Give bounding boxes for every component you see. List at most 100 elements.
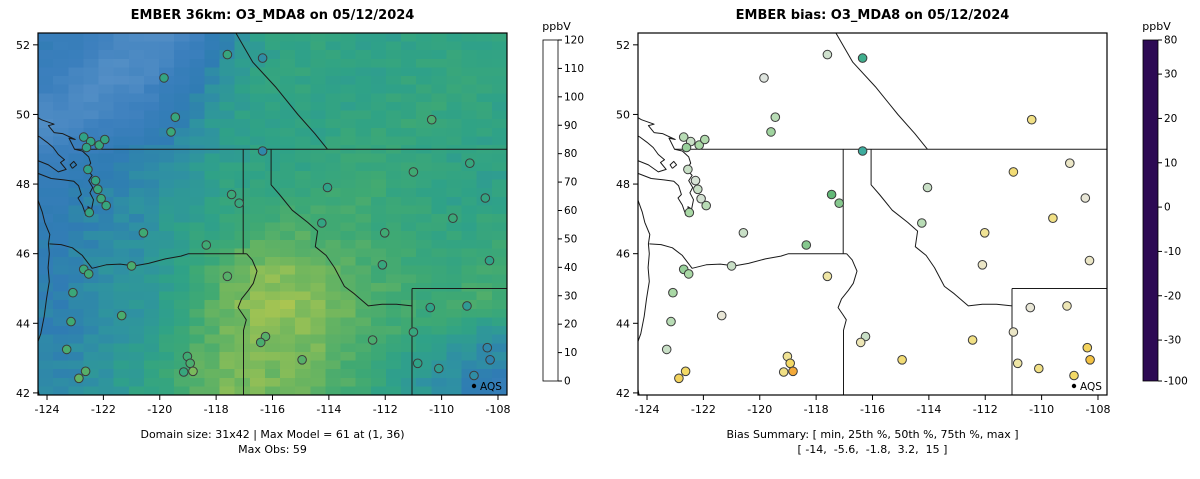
station-marker — [726, 261, 737, 271]
station-marker — [482, 342, 493, 353]
x-tick-label: -120 — [147, 403, 172, 416]
aqs-legend: AQS — [471, 381, 502, 393]
x-tick-label: -116 — [260, 403, 285, 416]
station-marker — [434, 363, 444, 374]
caption-domain-size: Domain size: 31x42 | Max Model = 61 at (… — [140, 428, 405, 441]
station-marker — [255, 337, 266, 348]
colorbar-ramp — [1142, 39, 1159, 382]
border-san-juan-islands — [669, 160, 678, 169]
y-tick-label: 46 — [616, 248, 630, 261]
border-vancouver-island — [38, 135, 67, 173]
panel-model-title: EMBER 36km: O3_MDA8 on 05/12/2024 — [130, 8, 415, 23]
station-marker — [484, 255, 495, 266]
colorbar-tick-label: 60 — [564, 205, 577, 217]
aqs-legend: AQS — [1071, 381, 1102, 393]
station-marker — [1084, 255, 1095, 266]
model-colorbar: 0 10 20 30 40 50 60 70 80 90 100 110 120 ppbV — [542, 20, 584, 388]
panel-model-caption: Domain size: 31x42 | Max Model = 61 at (… — [0, 427, 545, 457]
station-marker — [1008, 167, 1019, 177]
station-marker — [84, 207, 95, 218]
x-tick-label: -114 — [916, 403, 941, 416]
station-marker — [917, 218, 927, 228]
station-marker — [683, 269, 694, 279]
border-id-mt-border — [270, 149, 413, 307]
colorbar-tick-label: 40 — [564, 262, 577, 274]
station-marker — [448, 213, 458, 223]
x-tick-label: -120 — [747, 403, 772, 416]
station-marker — [222, 49, 233, 60]
station-marker — [855, 337, 866, 348]
aqs-legend-label: AQS — [1080, 381, 1102, 393]
panel-bias: -124 -122 -120 -118 -116 -114 -112 -110 -108 42 44… — [600, 0, 1200, 479]
y-tick-label: 48 — [16, 178, 30, 191]
colorbar-tick-label: -10 — [1164, 246, 1181, 258]
station-marker — [1012, 358, 1023, 369]
station-marker — [979, 228, 990, 238]
x-tick-label: -118 — [204, 403, 229, 416]
x-tick-label: -114 — [316, 403, 341, 416]
x-tick-label: -108 — [1085, 403, 1110, 416]
station-marker — [462, 301, 472, 311]
y-tick-label: 42 — [616, 387, 630, 400]
station-marker — [684, 207, 695, 218]
station-marker — [834, 198, 844, 208]
station-marker — [426, 114, 437, 125]
station-marker — [778, 367, 789, 377]
station-marker — [485, 355, 495, 365]
station-marker — [166, 127, 176, 137]
station-marker — [680, 366, 691, 377]
station-marker — [1085, 355, 1095, 365]
station-marker — [826, 189, 837, 200]
x-tick-label: -112 — [373, 403, 398, 416]
station-marker — [222, 271, 233, 282]
colorbar-ramp — [542, 39, 559, 382]
aqs-legend-dot — [1071, 383, 1077, 389]
station-marker — [201, 240, 212, 250]
station-marker — [83, 164, 93, 175]
station-marker — [93, 184, 103, 195]
colorbar-tick-label: 0 — [564, 376, 571, 388]
colorbar-tick-label: -100 — [1164, 376, 1188, 388]
station-marker — [480, 193, 491, 203]
station-marker — [759, 73, 769, 83]
station-marker — [469, 370, 479, 381]
x-tick-label: -124 — [635, 403, 660, 416]
plot-frame — [637, 32, 1108, 396]
border-id-mt-border — [870, 149, 1013, 307]
panel-bias-title: EMBER bias: O3_MDA8 on 05/12/2024 — [735, 8, 1010, 23]
station-marker — [1008, 327, 1019, 337]
panel-bias-caption: Bias Summary: [ min, 25th %, 50th %, 75t… — [600, 427, 1145, 457]
station-marker — [170, 112, 181, 122]
station-marker — [94, 140, 104, 150]
bias-map-canvas: -124 -122 -120 -118 -116 -114 -112 -110 -108 42 44… — [616, 20, 1188, 416]
station-marker — [257, 53, 268, 63]
bias-station-markers — [661, 49, 1095, 384]
station-marker — [1025, 302, 1036, 313]
colorbar-tick-label: 110 — [564, 63, 584, 75]
colorbar-tick-label: 90 — [564, 120, 577, 132]
station-marker — [317, 218, 327, 228]
station-marker — [770, 112, 781, 122]
x-tick-label: -108 — [485, 403, 510, 416]
border-or-id-border — [837, 253, 858, 395]
colorbar-tick-label: 20 — [1164, 113, 1177, 125]
station-marker — [1065, 158, 1075, 168]
border-wa-or-border — [49, 243, 247, 269]
y-tick-label: 44 — [616, 317, 630, 330]
station-marker — [61, 344, 72, 355]
station-marker — [412, 358, 423, 369]
x-tick-label: -122 — [691, 403, 716, 416]
station-marker — [96, 193, 106, 204]
station-marker — [693, 184, 703, 195]
station-marker — [977, 260, 988, 270]
station-marker — [74, 373, 84, 384]
panel-model: -124 -122 -120 -118 -116 -114 -112 -110 -108 42 44… — [0, 8, 584, 457]
station-marker — [694, 140, 704, 150]
x-tick-label: -124 — [35, 403, 60, 416]
station-marker — [80, 366, 91, 377]
station-marker — [178, 367, 189, 377]
station-marker — [66, 316, 76, 327]
station-marker — [100, 134, 110, 145]
station-marker — [159, 73, 169, 83]
bias-colorbar: 80 30 20 10 0 -10 -20 -30 -100 ppbV — [1142, 20, 1188, 388]
